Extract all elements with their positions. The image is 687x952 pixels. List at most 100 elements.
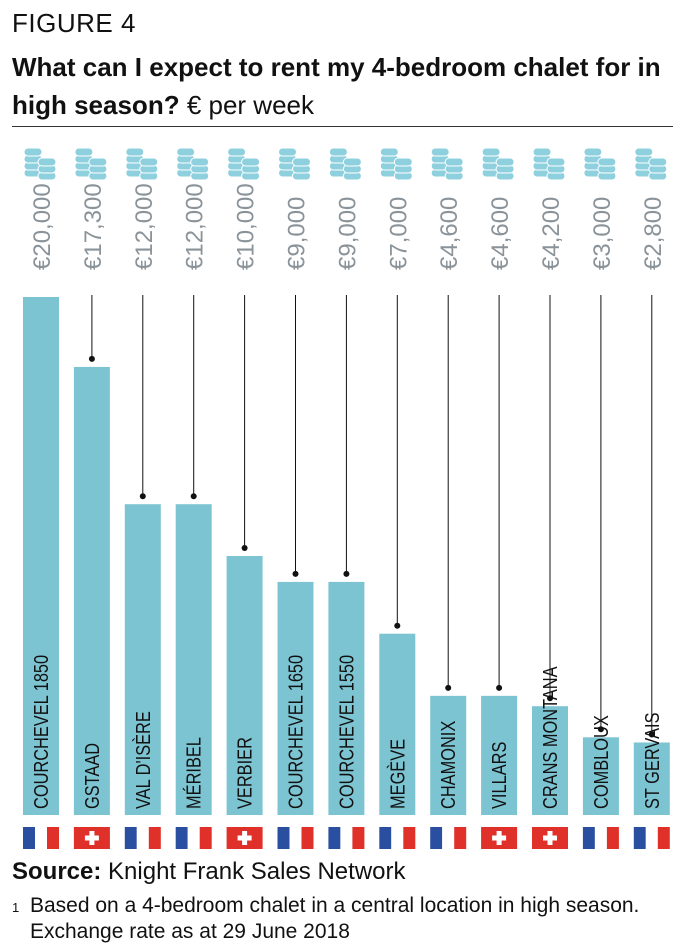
coin-stack-icon xyxy=(328,147,362,181)
coin-stack-icon xyxy=(278,147,311,181)
category-label: GSTAAD xyxy=(80,743,103,809)
bar xyxy=(175,504,212,815)
bar xyxy=(430,695,467,815)
footnote-text: Based on a 4-bedroom chalet in a central… xyxy=(30,894,640,943)
flag-stripe-white xyxy=(645,827,658,849)
coin-stack-icon xyxy=(583,147,617,181)
coin-stack-icon xyxy=(634,147,668,181)
france-flag-icon xyxy=(124,827,161,849)
flag-stripe-blue xyxy=(379,827,392,849)
coin xyxy=(23,147,43,157)
category-label: MEGÈVE xyxy=(386,739,409,809)
flag-stripe-white xyxy=(340,827,353,849)
chart-title-main: What can I expect to rent my 4-bedroom c… xyxy=(12,52,661,120)
coin-stack-icon xyxy=(430,147,464,181)
source-label: Source: xyxy=(12,858,102,885)
figure-label: FIGURE 4 xyxy=(12,8,136,38)
value-label: €12,000 xyxy=(182,183,209,270)
category-label: VILLARS xyxy=(488,742,511,809)
coin xyxy=(583,147,603,157)
leader-dot xyxy=(597,726,604,733)
flag-cross-v xyxy=(89,831,95,845)
coin xyxy=(481,147,501,157)
france-flag-icon xyxy=(582,827,619,849)
flag-stripe-blue xyxy=(633,827,646,849)
coin-stack-icon xyxy=(379,147,413,181)
value-label: €12,000 xyxy=(131,183,158,270)
coin xyxy=(176,147,196,157)
leader-dot xyxy=(547,695,553,702)
coin xyxy=(88,157,108,167)
coin-stack-icon xyxy=(74,147,108,181)
source-text: Knight Frank Sales Network xyxy=(108,858,406,885)
flag-stripe-white xyxy=(35,827,47,849)
flag-stripe-red xyxy=(301,827,314,849)
leader-dot xyxy=(496,684,503,691)
flag-stripe-white xyxy=(136,827,149,849)
coin xyxy=(227,147,247,157)
bar xyxy=(633,742,670,815)
coin xyxy=(393,157,413,167)
value-label: €4,600 xyxy=(436,197,463,270)
swiss-flag-icon xyxy=(481,827,518,849)
chart-title: What can I expect to rent my 4-bedroom c… xyxy=(12,48,672,124)
flag-stripe-blue xyxy=(328,827,341,849)
flag-stripe-blue xyxy=(277,827,290,849)
value-label: €20,000 xyxy=(29,183,56,270)
leader-dot xyxy=(190,493,197,500)
category-label: VERBIER xyxy=(233,737,256,809)
flag-stripe-white xyxy=(187,827,200,849)
value-label: €9,000 xyxy=(284,197,311,270)
bar xyxy=(124,504,161,815)
flag-stripe-red xyxy=(454,827,467,849)
coin-stack-icon xyxy=(176,147,210,181)
category-label: COURCHEVEL 1550 xyxy=(335,655,358,809)
france-flag-icon xyxy=(328,827,365,849)
flag-cross-v xyxy=(496,831,502,845)
flag-stripe-white xyxy=(289,827,302,849)
flag-stripe-blue xyxy=(582,827,595,849)
category-label: COMBLOUX xyxy=(589,715,612,809)
source-line: Source: Knight Frank Sales Network xyxy=(12,858,406,886)
category-label: COURCHEVEL 1650 xyxy=(284,655,307,809)
value-label: €4,200 xyxy=(538,197,565,270)
flag-stripe-blue xyxy=(124,827,137,849)
france-flag-icon xyxy=(277,827,314,849)
coin xyxy=(292,157,311,167)
coin-stack-icon xyxy=(23,147,57,181)
value-label: €7,000 xyxy=(385,197,412,270)
flag-stripe-white xyxy=(594,827,607,849)
value-label: €9,000 xyxy=(334,197,361,270)
swiss-flag-icon xyxy=(226,827,263,849)
category-label: VAL D'ISÈRE xyxy=(131,711,154,809)
flag-stripe-red xyxy=(403,827,416,849)
flag-stripe-red xyxy=(148,827,161,849)
coin xyxy=(444,157,464,167)
bar xyxy=(379,633,416,815)
france-flag-icon xyxy=(430,827,467,849)
coin xyxy=(74,147,94,157)
coin xyxy=(430,147,450,157)
footnote-mark: 1 xyxy=(12,900,20,915)
category-label: MÉRIBEL xyxy=(182,737,205,809)
bar xyxy=(73,366,110,815)
value-label: €4,600 xyxy=(487,197,514,270)
coin-stack-icon xyxy=(481,147,515,181)
footnote: 1 Based on a 4-bedroom chalet in a centr… xyxy=(12,893,677,943)
france-flag-icon xyxy=(23,827,59,849)
category-label: CRANS MONTANA xyxy=(538,666,561,809)
coin xyxy=(139,157,159,167)
flag-stripe-red xyxy=(199,827,212,849)
leader-dot xyxy=(88,355,95,362)
bar xyxy=(532,706,568,815)
coin xyxy=(125,147,145,157)
leader-dot xyxy=(394,622,401,629)
flag-stripe-red xyxy=(352,827,365,849)
leader-dot xyxy=(343,570,350,577)
flag-stripe-blue xyxy=(175,827,188,849)
title-divider xyxy=(12,126,673,127)
swiss-flag-icon xyxy=(532,827,568,849)
coin xyxy=(532,147,552,157)
flag-cross-v xyxy=(242,831,248,845)
bar xyxy=(481,695,518,815)
